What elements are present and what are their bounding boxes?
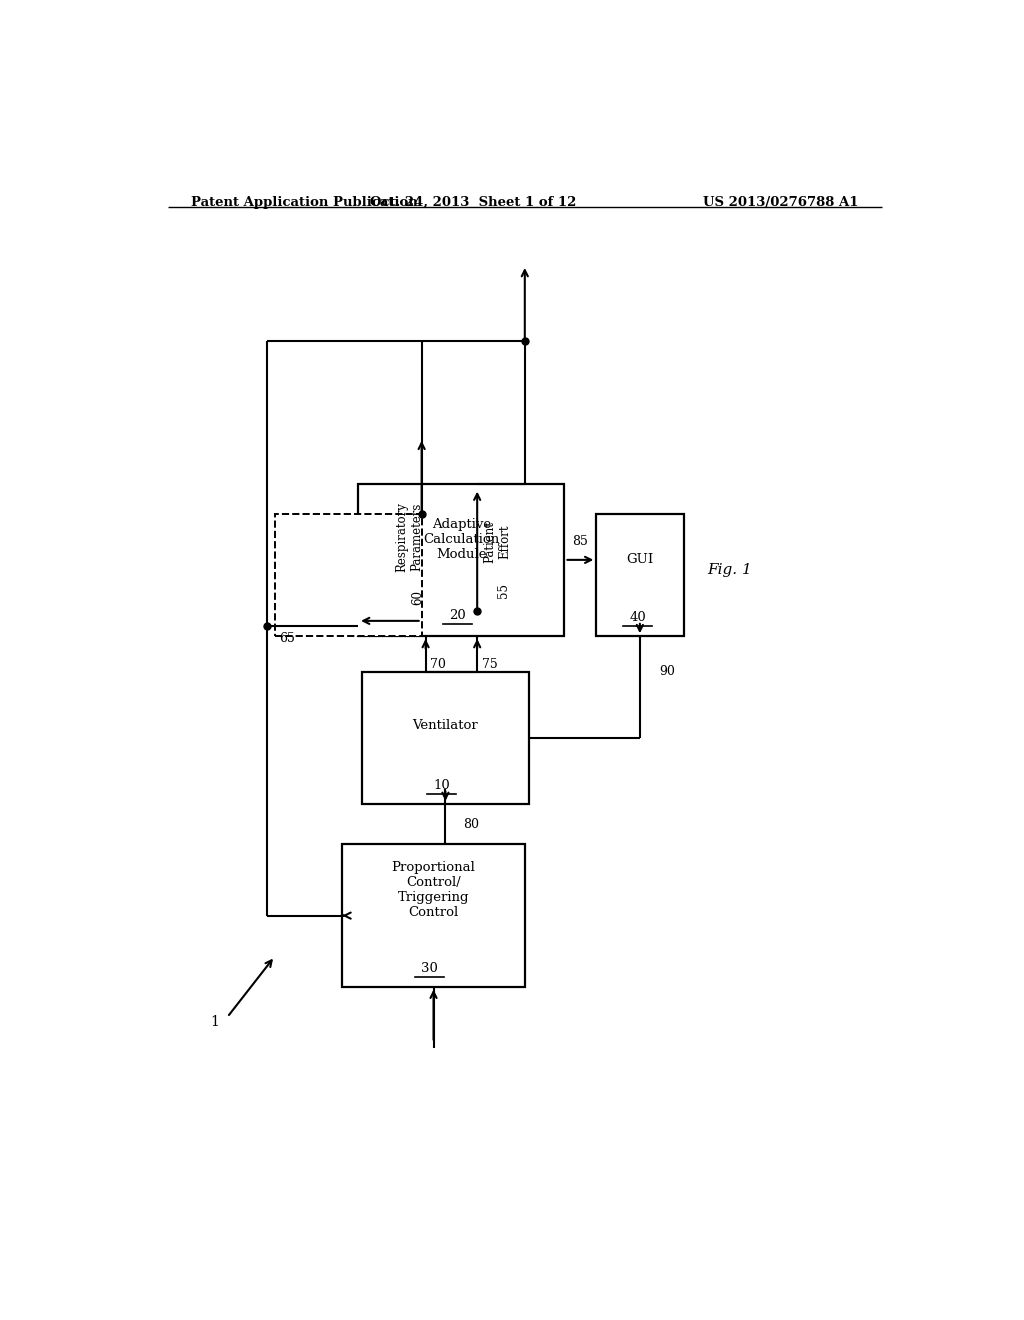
Bar bbox=[362, 672, 528, 804]
Text: Respiratory
Parameters: Respiratory Parameters bbox=[395, 502, 424, 572]
Text: 40: 40 bbox=[629, 611, 646, 624]
Bar bbox=[342, 845, 525, 987]
Text: 70: 70 bbox=[430, 659, 446, 671]
Text: 55: 55 bbox=[497, 583, 510, 598]
Bar bbox=[358, 483, 564, 636]
Text: GUI: GUI bbox=[627, 553, 653, 566]
Bar bbox=[596, 513, 684, 636]
Bar bbox=[274, 513, 422, 636]
Text: US 2013/0276788 A1: US 2013/0276788 A1 bbox=[702, 195, 858, 209]
Text: 75: 75 bbox=[482, 659, 498, 671]
Text: Patient
Effort: Patient Effort bbox=[483, 520, 511, 562]
Text: Patent Application Publication: Patent Application Publication bbox=[191, 195, 418, 209]
Text: Fig. 1: Fig. 1 bbox=[708, 564, 752, 577]
Text: Adaptive
Calculation
Module: Adaptive Calculation Module bbox=[423, 517, 500, 561]
Text: 90: 90 bbox=[659, 665, 676, 678]
Text: 1: 1 bbox=[210, 1015, 219, 1030]
Text: 20: 20 bbox=[449, 610, 466, 622]
Text: Ventilator: Ventilator bbox=[413, 719, 478, 733]
Text: Oct. 24, 2013  Sheet 1 of 12: Oct. 24, 2013 Sheet 1 of 12 bbox=[370, 195, 577, 209]
Text: 85: 85 bbox=[572, 535, 589, 548]
Text: 10: 10 bbox=[433, 779, 450, 792]
Text: 65: 65 bbox=[279, 632, 295, 644]
Text: 60: 60 bbox=[412, 590, 424, 606]
Text: Proportional
Control/
Triggering
Control: Proportional Control/ Triggering Control bbox=[391, 861, 475, 919]
Text: 30: 30 bbox=[421, 962, 438, 975]
Text: 80: 80 bbox=[463, 817, 479, 830]
